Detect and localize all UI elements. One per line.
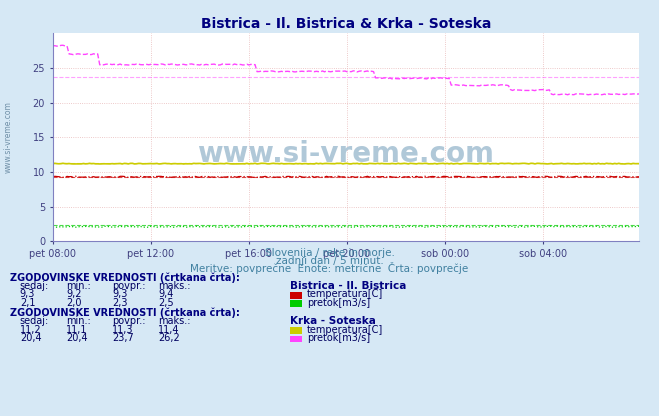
Text: Slovenija / reke in morje.: Slovenija / reke in morje. xyxy=(264,248,395,258)
Text: 11,3: 11,3 xyxy=(112,325,134,335)
Text: maks.:: maks.: xyxy=(158,281,190,291)
Text: 11,1: 11,1 xyxy=(66,325,88,335)
Title: Bistrica - Il. Bistrica & Krka - Soteska: Bistrica - Il. Bistrica & Krka - Soteska xyxy=(201,17,491,31)
Text: 9,3: 9,3 xyxy=(112,290,127,300)
Text: pretok[m3/s]: pretok[m3/s] xyxy=(307,333,370,343)
Text: 26,2: 26,2 xyxy=(158,333,180,343)
Text: www.si-vreme.com: www.si-vreme.com xyxy=(198,140,494,168)
Text: zadnji dan / 5 minut.: zadnji dan / 5 minut. xyxy=(275,256,384,266)
Text: povpr.:: povpr.: xyxy=(112,281,146,291)
Text: min.:: min.: xyxy=(66,281,91,291)
Text: temperatura[C]: temperatura[C] xyxy=(307,290,384,300)
Text: 2,1: 2,1 xyxy=(20,298,36,308)
Text: Krka - Soteska: Krka - Soteska xyxy=(290,317,376,327)
Text: 20,4: 20,4 xyxy=(20,333,42,343)
Text: min.:: min.: xyxy=(66,317,91,327)
Text: Meritve: povprečne  Enote: metrične  Črta: povprečje: Meritve: povprečne Enote: metrične Črta:… xyxy=(190,262,469,275)
Text: 20,4: 20,4 xyxy=(66,333,88,343)
Text: temperatura[C]: temperatura[C] xyxy=(307,325,384,335)
Text: povpr.:: povpr.: xyxy=(112,317,146,327)
Text: 9,2: 9,2 xyxy=(66,290,82,300)
Text: www.si-vreme.com: www.si-vreme.com xyxy=(3,102,13,173)
Text: ZGODOVINSKE VREDNOSTI (črtkana črta):: ZGODOVINSKE VREDNOSTI (črtkana črta): xyxy=(10,308,240,318)
Text: ZGODOVINSKE VREDNOSTI (črtkana črta):: ZGODOVINSKE VREDNOSTI (črtkana črta): xyxy=(10,272,240,283)
Text: pretok[m3/s]: pretok[m3/s] xyxy=(307,298,370,308)
Text: 2,0: 2,0 xyxy=(66,298,82,308)
Text: 2,3: 2,3 xyxy=(112,298,128,308)
Text: 11,4: 11,4 xyxy=(158,325,180,335)
Text: 9,3: 9,3 xyxy=(20,290,35,300)
Text: Bistrica - Il. Bistrica: Bistrica - Il. Bistrica xyxy=(290,281,407,291)
Text: 23,7: 23,7 xyxy=(112,333,134,343)
Text: maks.:: maks.: xyxy=(158,317,190,327)
Text: 2,5: 2,5 xyxy=(158,298,174,308)
Text: 9,4: 9,4 xyxy=(158,290,173,300)
Text: 11,2: 11,2 xyxy=(20,325,42,335)
Text: sedaj:: sedaj: xyxy=(20,281,49,291)
Text: sedaj:: sedaj: xyxy=(20,317,49,327)
